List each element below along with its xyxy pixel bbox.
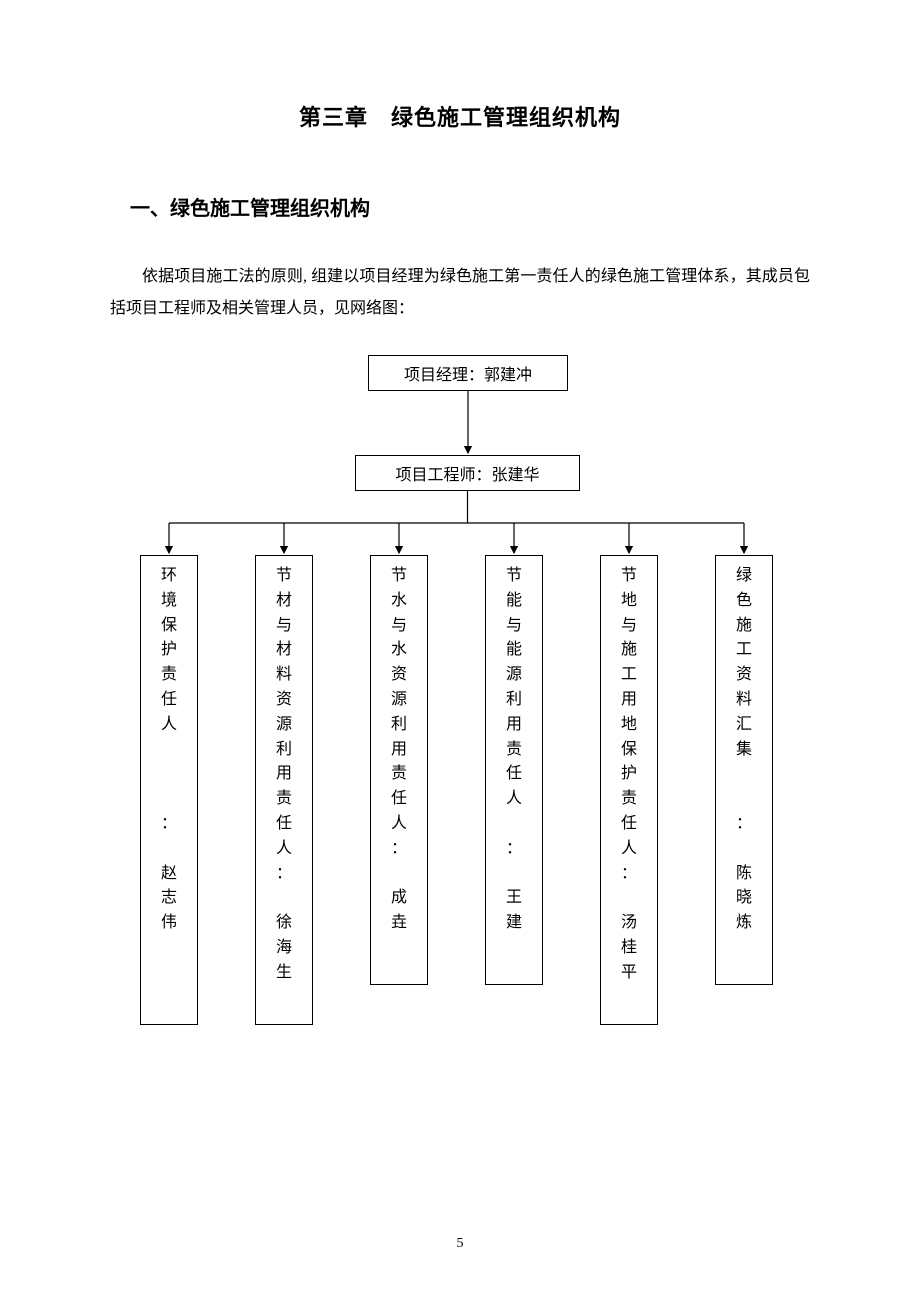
page-number: 5: [0, 1236, 920, 1252]
leaf-node-5: 绿色施工资料汇集 ： 陈晓炼: [715, 555, 773, 985]
leaf-node-content: 节能与能源利用责任人 ： 王建: [506, 564, 522, 936]
leaf-node-content: 绿色施工资料汇集 ： 陈晓炼: [736, 564, 752, 936]
leaf-node-content: 节地与施工用地保护责任人： 汤桂平: [621, 564, 637, 986]
chapter-title: 第三章 绿色施工管理组织机构: [110, 100, 810, 132]
leaf-node-3: 节能与能源利用责任人 ： 王建: [485, 555, 543, 985]
leaf-node-content: 节水与水资源利用责任人： 成垚: [391, 564, 407, 936]
leaf-node-0: 环境保护责任人 ： 赵志伟: [140, 555, 198, 1025]
body-paragraph: 依据项目施工法的原则, 组建以项目经理为绿色施工第一责任人的绿色施工管理体系，其…: [110, 261, 810, 325]
section-title: 一、绿色施工管理组织机构: [130, 192, 810, 221]
leaf-node-4: 节地与施工用地保护责任人： 汤桂平: [600, 555, 658, 1025]
org-chart: 项目经理：郭建冲 项目工程师：张建华 环境保护责任人 ： 赵志伟节材与材料资源利…: [140, 355, 780, 1055]
connector-mid-leaves: [140, 355, 780, 1055]
leaf-node-2: 节水与水资源利用责任人： 成垚: [370, 555, 428, 985]
leaf-node-content: 节材与材料资源利用责任人： 徐海生: [276, 564, 292, 986]
leaf-node-content: 环境保护责任人 ： 赵志伟: [161, 564, 177, 936]
leaf-node-1: 节材与材料资源利用责任人： 徐海生: [255, 555, 313, 1025]
